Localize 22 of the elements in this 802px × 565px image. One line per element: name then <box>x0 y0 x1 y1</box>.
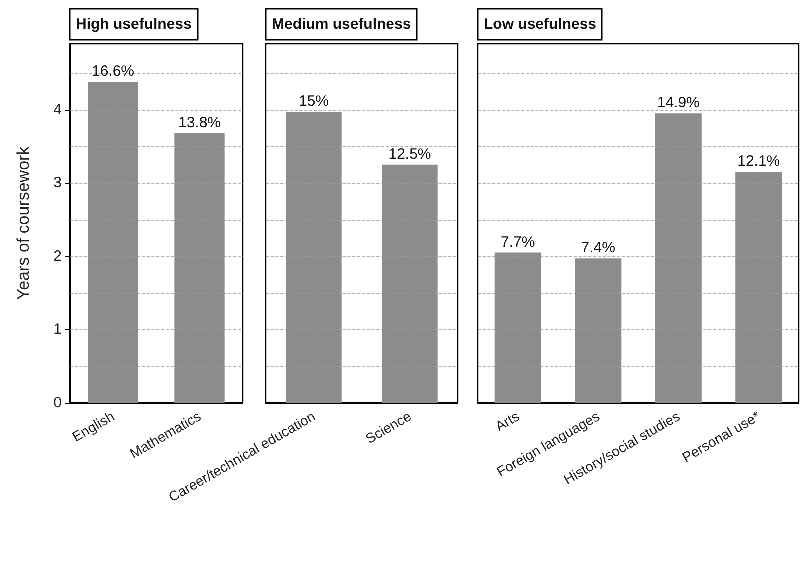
y-axis-title: Years of coursework <box>14 146 33 300</box>
annotation: 12.1% <box>738 153 780 170</box>
y-tick-label: 0 <box>54 394 62 412</box>
annotation: 7.4% <box>581 240 616 257</box>
y-tick-label: 2 <box>54 248 62 265</box>
x-tick-label: Arts <box>492 408 522 434</box>
annotation: 12.5% <box>388 146 432 163</box>
y-tick-label: 1 <box>54 321 62 338</box>
y-tick-label: 3 <box>54 174 62 192</box>
y-tick-label: 4 <box>54 101 62 118</box>
bar <box>575 258 622 403</box>
annotation: 13.8% <box>178 114 222 132</box>
annotation: 16.6% <box>92 63 135 80</box>
chart-title: High usefulness <box>76 16 192 33</box>
annotation: 15% <box>298 93 330 110</box>
bar <box>494 252 542 403</box>
chart-title: Low usefulness <box>484 16 597 33</box>
chart-title: Medium usefulness <box>272 16 412 33</box>
bar <box>655 114 702 403</box>
annotation: 7.7% <box>501 234 536 251</box>
bar <box>736 172 782 403</box>
annotation: 14.9% <box>657 94 700 112</box>
